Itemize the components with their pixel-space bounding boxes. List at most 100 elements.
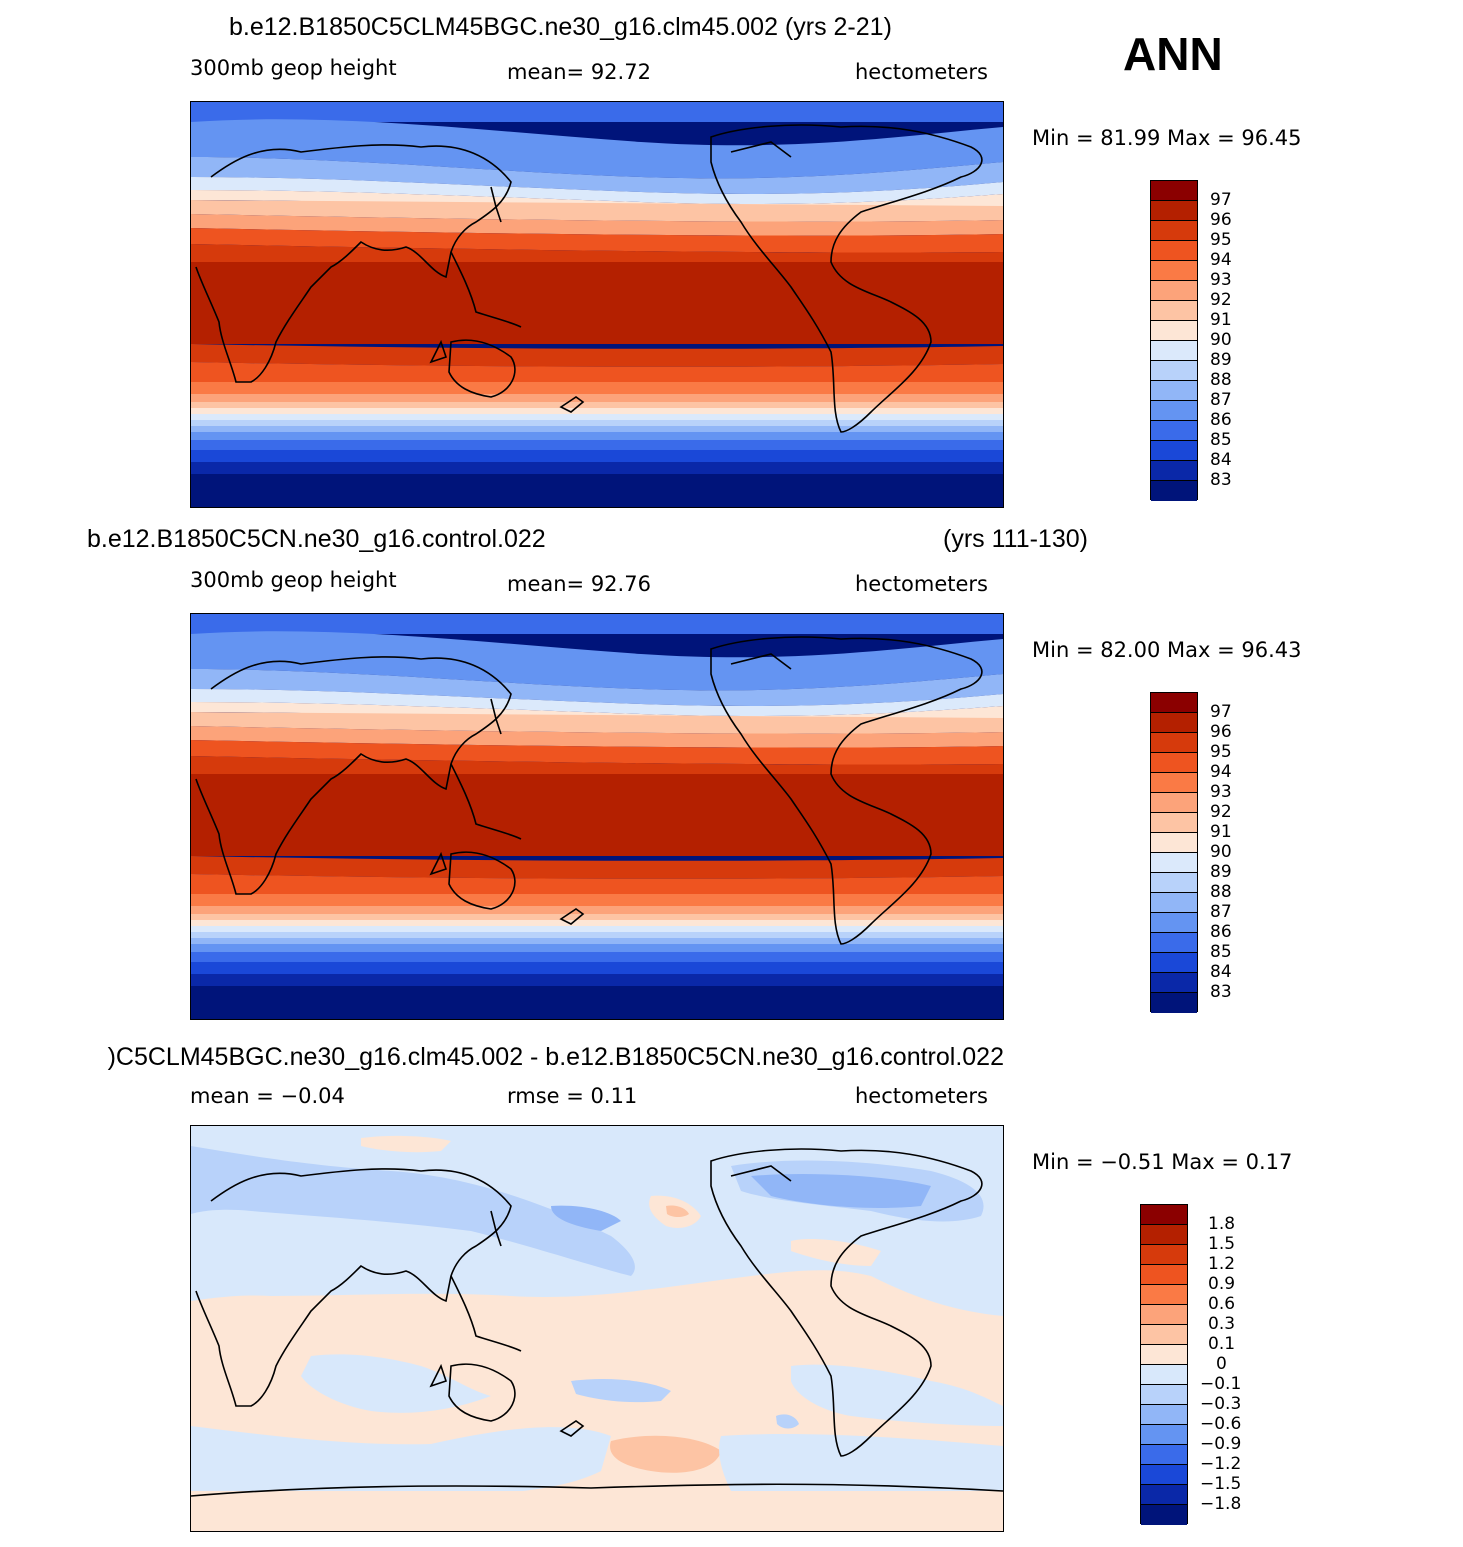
- panel3-colorbar-box: [1141, 1325, 1187, 1345]
- panel2-colorbar-box: [1151, 993, 1197, 1013]
- panel2-colorbar-box: [1151, 753, 1197, 773]
- panel2-colorbar-box: [1151, 973, 1197, 993]
- panel2-colorbar-label: 94: [1210, 762, 1232, 782]
- panel3-colorbar-label: 0.6: [1208, 1294, 1236, 1314]
- panel2-colorbar-label: 97: [1210, 702, 1232, 722]
- panel3-colorbar-box: [1141, 1305, 1187, 1325]
- panel1-colorbar-label: 84: [1210, 450, 1232, 470]
- panel3-colorbar-label: −1.5: [1200, 1474, 1242, 1494]
- panel2-years-label: (yrs 111-130): [943, 525, 1088, 553]
- panel1-colorbar-box: [1151, 181, 1197, 201]
- panel3-colorbar-label: 1.5: [1208, 1234, 1236, 1254]
- panel2-colorbar-label: 89: [1210, 862, 1232, 882]
- panel3-colorbar-box: [1141, 1465, 1187, 1485]
- panel1-colorbar-box: [1151, 201, 1197, 221]
- panel1-colorbar-label: 94: [1210, 250, 1232, 270]
- panel1-colorbar-box: [1151, 441, 1197, 461]
- panel2-colorbar-label: 83: [1210, 982, 1232, 1002]
- panel2-colorbar-box: [1151, 933, 1197, 953]
- panel3-colorbar-label: −0.6: [1200, 1414, 1242, 1434]
- panel3-minmax-label: Min = −0.51 Max = 0.17: [1032, 1150, 1293, 1174]
- panel1-colorbar-box: [1151, 401, 1197, 421]
- panel1-colorbar-label: 96: [1210, 210, 1232, 230]
- panel3-contour-bands: [191, 1126, 1003, 1531]
- panel3-colorbar-box: [1141, 1425, 1187, 1445]
- panel3-colorbar-label: −0.1: [1200, 1374, 1242, 1394]
- panel2-colorbar-label: 88: [1210, 882, 1232, 902]
- panel2-colorbar-box: [1151, 733, 1197, 753]
- panel1-minmax-label: Min = 81.99 Max = 96.45: [1032, 126, 1302, 150]
- panel2-colorbar-box: [1151, 853, 1197, 873]
- panel3-case-title-clip: )C5CLM45BGC.ne30_g16.clm45.002 - b.e12.B…: [0, 1043, 1010, 1073]
- panel1-map-svg: [191, 102, 1003, 507]
- panel2-colorbar-label: 92: [1210, 802, 1232, 822]
- panel3-colorbar-box: [1141, 1485, 1187, 1505]
- panel2-colorbar-label: 90: [1210, 842, 1232, 862]
- panel3-colorbar-label: 0.1: [1208, 1334, 1236, 1354]
- panel1-colorbar-label: 89: [1210, 350, 1232, 370]
- panel1-colorbar: [1150, 180, 1198, 501]
- panel3-colorbar: [1140, 1204, 1188, 1525]
- panel1-colorbar-box: [1151, 241, 1197, 261]
- panel3-colorbar-label: 0: [1216, 1354, 1227, 1374]
- panel3-colorbar-label: 1.8: [1208, 1214, 1236, 1234]
- panel1-variable-label: 300mb geop height: [190, 56, 397, 80]
- panel1-colorbar-box: [1151, 361, 1197, 381]
- panel1-coastlines: [195, 124, 983, 433]
- panel3-colorbar-box: [1141, 1445, 1187, 1465]
- panel2-units-label: hectometers: [855, 572, 988, 596]
- panel1-colorbar-box: [1151, 461, 1197, 481]
- panel1-colorbar-box: [1151, 481, 1197, 501]
- panel2-colorbar-box: [1151, 913, 1197, 933]
- panel2-coastlines: [195, 636, 983, 945]
- panel3-units-label: hectometers: [855, 1084, 988, 1108]
- panel3-coastlines: [191, 1148, 1003, 1497]
- panel3-colorbar-label: 1.2: [1208, 1254, 1236, 1274]
- panel1-colorbar-label: 85: [1210, 430, 1232, 450]
- panel1-colorbar-label: 83: [1210, 470, 1232, 490]
- panel2-colorbar-label: 96: [1210, 722, 1232, 742]
- panel2-colorbar-box: [1151, 833, 1197, 853]
- panel2-colorbar-box: [1151, 693, 1197, 713]
- panel1-colorbar-label: 87: [1210, 390, 1232, 410]
- panel2-mean-label: mean= 92.76: [507, 572, 651, 596]
- panel2-map-svg: [191, 614, 1003, 1019]
- season-label: ANN: [1123, 28, 1223, 80]
- panel3-colorbar-box: [1141, 1345, 1187, 1365]
- panel2-map: [190, 613, 1004, 1020]
- panel3-colorbar-box: [1141, 1205, 1187, 1225]
- panel2-colorbar-label: 91: [1210, 822, 1232, 842]
- panel3-case-title: )C5CLM45BGC.ne30_g16.clm45.002 - b.e12.B…: [107, 1043, 1004, 1071]
- panel3-colorbar-label: −1.2: [1200, 1454, 1242, 1474]
- panel3-colorbar-label: −0.9: [1200, 1434, 1242, 1454]
- panel3-colorbar-label: −0.3: [1200, 1394, 1242, 1414]
- panel3-colorbar-box: [1141, 1505, 1187, 1525]
- panel2-colorbar-box: [1151, 873, 1197, 893]
- panel1-colorbar-box: [1151, 381, 1197, 401]
- panel3-map: [190, 1125, 1004, 1532]
- panel3-colorbar-box: [1141, 1385, 1187, 1405]
- panel1-contour-bands: [191, 102, 1003, 507]
- panel2-colorbar-box: [1151, 713, 1197, 733]
- panel1-colorbar-label: 93: [1210, 270, 1232, 290]
- panel2-variable-label: 300mb geop height: [190, 568, 397, 592]
- panel1-colorbar-box: [1151, 261, 1197, 281]
- panel1-units-label: hectometers: [855, 60, 988, 84]
- panel3-colorbar-label: 0.3: [1208, 1314, 1236, 1334]
- panel1-map: [190, 101, 1004, 508]
- panel1-colorbar-box: [1151, 341, 1197, 361]
- panel1-colorbar-box: [1151, 421, 1197, 441]
- panel1-colorbar-label: 92: [1210, 290, 1232, 310]
- panel1-colorbar-label: 91: [1210, 310, 1232, 330]
- panel2-colorbar-box: [1151, 773, 1197, 793]
- panel3-colorbar-label: −1.8: [1200, 1494, 1242, 1514]
- panel2-colorbar-box: [1151, 793, 1197, 813]
- panel1-colorbar-label: 90: [1210, 330, 1232, 350]
- panel1-mean-label: mean= 92.72: [507, 60, 651, 84]
- panel2-colorbar-label: 85: [1210, 942, 1232, 962]
- panel3-colorbar-box: [1141, 1365, 1187, 1385]
- panel1-colorbar-label: 86: [1210, 410, 1232, 430]
- panel1-colorbar-box: [1151, 301, 1197, 321]
- panel3-colorbar-box: [1141, 1245, 1187, 1265]
- panel1-colorbar-box: [1151, 221, 1197, 241]
